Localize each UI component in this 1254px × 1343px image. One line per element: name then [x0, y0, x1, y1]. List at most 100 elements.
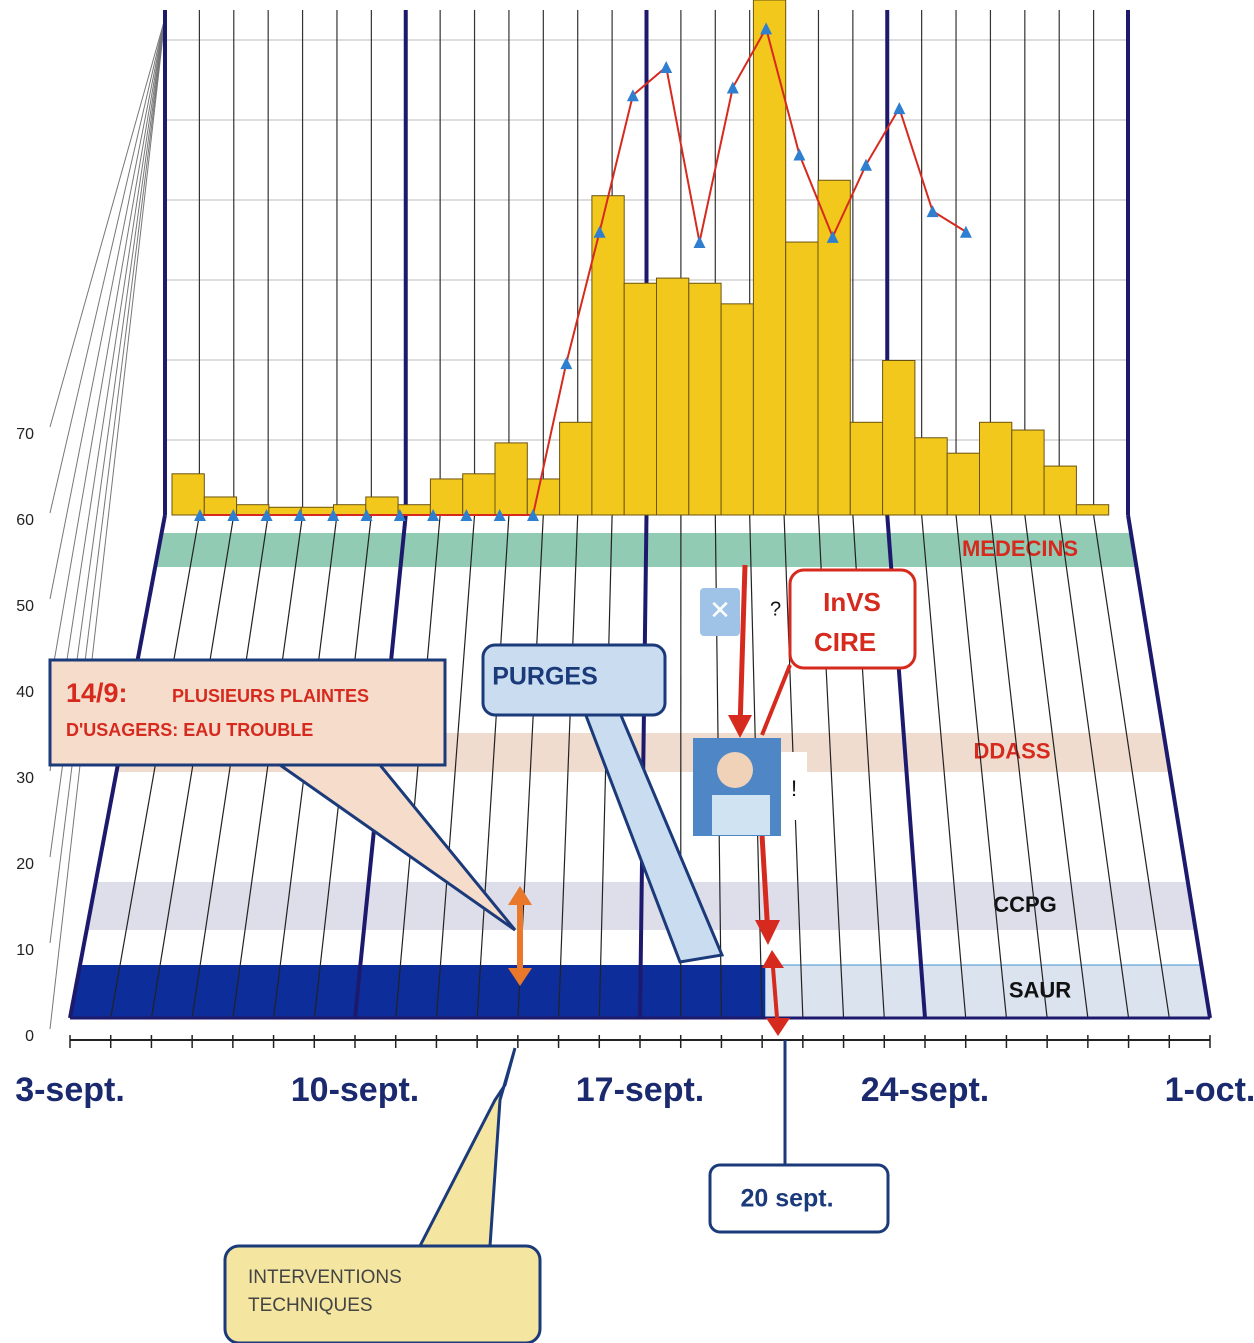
marker	[327, 509, 340, 521]
marker	[693, 236, 706, 249]
day-line	[476, 514, 510, 1019]
bar	[817, 179, 851, 516]
marker	[826, 230, 839, 243]
marker	[227, 509, 240, 521]
arrow	[760, 664, 792, 736]
y-tick-label: 30	[16, 770, 34, 787]
day-line	[1024, 514, 1089, 1019]
bar	[1075, 504, 1110, 516]
lane-band-light	[764, 964, 1211, 1019]
bar	[688, 282, 722, 516]
lane-label: CCPG	[993, 892, 1057, 917]
marker	[626, 89, 639, 102]
overlay: ✕ ? ! InVS CIRE 14/9: PLUSIEURS PLAINTES…	[48, 564, 917, 1343]
date-box	[708, 1163, 890, 1234]
x-label: 3-sept.	[15, 1071, 125, 1109]
purges-callout	[481, 643, 667, 717]
bar	[462, 473, 496, 516]
y-tick-line	[49, 17, 166, 1030]
bar	[623, 282, 658, 516]
day-line	[955, 514, 1008, 1019]
lane-label: DDASS	[973, 738, 1050, 763]
food-icon	[700, 588, 740, 636]
marker	[593, 225, 606, 238]
y-tick-label: 0	[25, 1028, 34, 1045]
y-tick-label: 20	[16, 856, 34, 873]
day-line	[1093, 514, 1170, 1019]
date-box-label: 20 sept.	[740, 1185, 833, 1213]
complaint-line: D'USAGERS: EAU TROUBLE	[66, 720, 313, 740]
bar	[236, 504, 270, 516]
marker	[793, 148, 806, 161]
food-icon-glyph: ✕	[709, 595, 731, 625]
exclamation-mark: !	[791, 776, 797, 801]
marker	[527, 509, 539, 521]
bar	[559, 421, 593, 516]
bar	[720, 303, 754, 516]
y-tick-line	[49, 17, 166, 428]
bar	[494, 442, 528, 516]
lane-label: SAUR	[1009, 977, 1071, 1002]
arrow-head	[508, 968, 532, 986]
y-tick-label: 40	[16, 684, 34, 701]
marker	[926, 205, 939, 218]
arrow	[737, 564, 748, 729]
complaint-line: PLUSIEURS PLAINTES	[172, 686, 369, 706]
arrow-head	[508, 886, 532, 905]
photo-body	[712, 795, 770, 835]
marker	[393, 509, 406, 521]
marker	[293, 509, 306, 521]
invs-label: InVS	[823, 587, 881, 617]
interventions-line: TECHNIQUES	[248, 1295, 373, 1316]
y-tick-label: 10	[16, 942, 34, 959]
x-label: 10-sept.	[291, 1071, 420, 1109]
marker	[260, 509, 273, 521]
purges-label: PURGES	[492, 663, 598, 691]
arrow-head	[762, 950, 784, 968]
question-mark: ?	[770, 598, 781, 620]
complaint-date: 14/9:	[66, 678, 128, 708]
bar	[656, 277, 690, 516]
day-line	[557, 514, 579, 1019]
x-label: 24-sept.	[861, 1071, 990, 1109]
marker	[560, 357, 573, 370]
bar	[526, 478, 561, 516]
marker	[360, 509, 373, 521]
y-tick-line	[49, 17, 166, 600]
bar	[752, 0, 787, 516]
arrow	[759, 834, 771, 936]
marker	[860, 158, 872, 171]
exclamation-box	[781, 752, 807, 820]
marker	[460, 509, 473, 521]
marker	[493, 509, 506, 521]
callout-pointer	[417, 1047, 517, 1248]
bar	[333, 504, 367, 516]
day-line	[921, 514, 967, 1019]
bar	[849, 421, 884, 516]
arrow-head	[728, 715, 752, 738]
bar	[300, 506, 335, 516]
bar	[979, 421, 1013, 516]
x-label: 1-oct.	[1165, 1071, 1254, 1109]
bar	[397, 504, 431, 516]
bar	[591, 195, 625, 516]
marker	[726, 81, 739, 94]
arrow-head	[755, 920, 780, 945]
back-wall	[163, 0, 1130, 521]
marker	[194, 509, 206, 521]
bar	[171, 473, 205, 516]
interventions-line: INTERVENTIONS	[248, 1267, 402, 1288]
arrow-head	[766, 1018, 790, 1036]
bar	[785, 241, 819, 516]
marker	[959, 225, 972, 238]
y-tick-label: 50	[16, 598, 34, 615]
line	[200, 25, 967, 516]
bar	[946, 452, 981, 516]
marker	[660, 60, 673, 73]
bar	[1043, 465, 1077, 516]
y-tick-line	[49, 17, 166, 944]
day-line	[1058, 514, 1130, 1019]
marker	[893, 102, 906, 115]
bar	[268, 506, 302, 516]
